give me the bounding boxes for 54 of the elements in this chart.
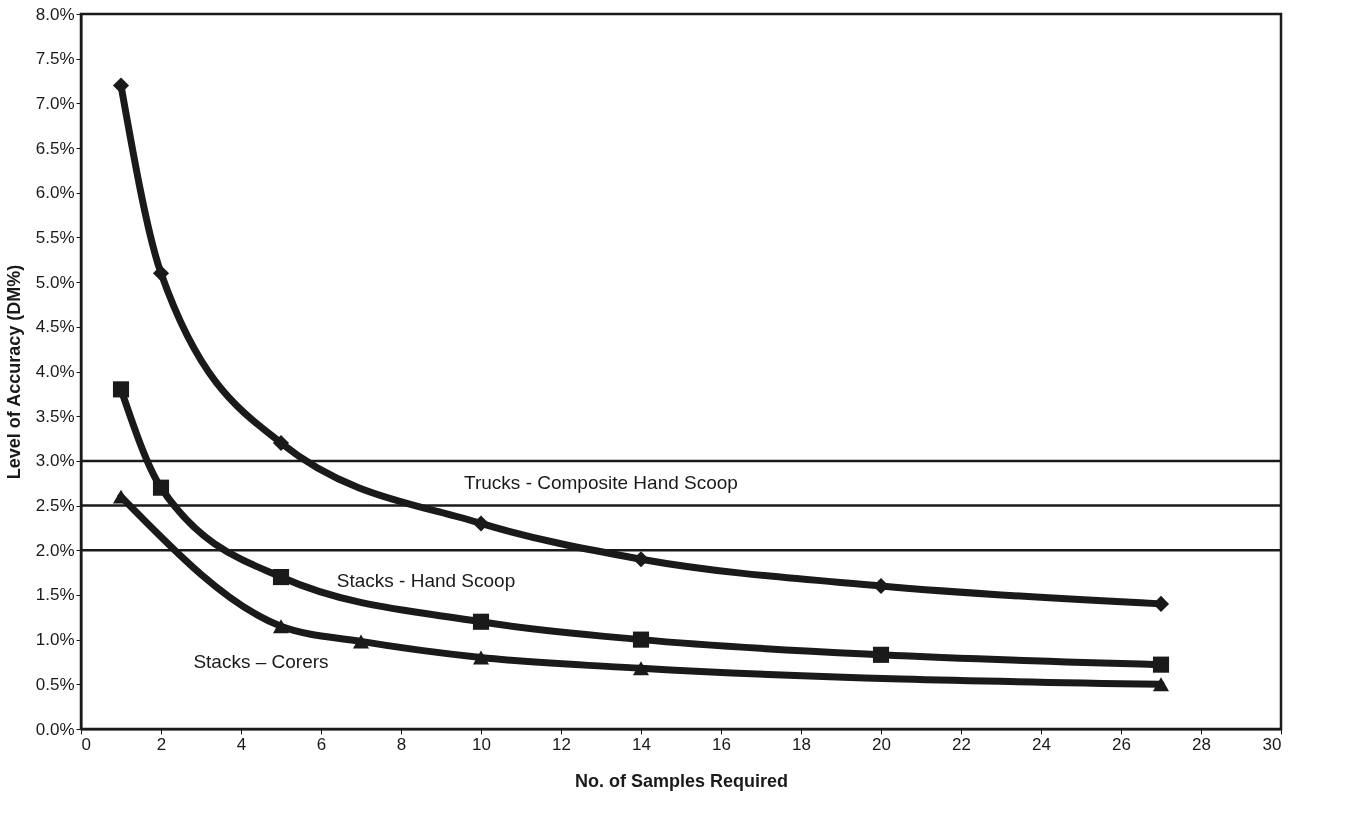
x-tick-label: 24 — [1032, 734, 1051, 754]
series-label: Trucks - Composite Hand Scoop — [464, 472, 738, 494]
x-tick-label: 0 — [81, 734, 91, 754]
x-tick-label: 2 — [156, 734, 167, 754]
y-tick-label: 3.5% — [35, 406, 75, 426]
y-tick-label: 2.0% — [35, 540, 75, 560]
x-tick-label: 20 — [872, 734, 891, 754]
x-tick-label: 10 — [472, 734, 491, 754]
point — [112, 381, 130, 398]
y-tick-label: 0.5% — [35, 674, 75, 694]
y-tick-label: 5.0% — [35, 272, 75, 292]
y-tick-label: 7.5% — [35, 49, 75, 69]
point — [152, 479, 170, 496]
point — [472, 613, 490, 630]
point — [472, 650, 490, 665]
x-tick-label: 22 — [952, 734, 971, 754]
series-label: Stacks - Hand Scoop — [336, 570, 516, 592]
y-tick-label: 4.0% — [35, 362, 75, 381]
y-tick-label: 3.0% — [35, 451, 75, 471]
x-tick-label: 6 — [316, 734, 327, 754]
point — [272, 619, 290, 634]
y-axis-title: Level of Accuracy (DM%) — [3, 264, 24, 480]
x-tick-label: 14 — [632, 734, 651, 754]
point — [352, 634, 370, 649]
x-axis-title: No. of Samples Required — [574, 770, 789, 791]
x-tick-label: 16 — [712, 734, 731, 754]
series-label: Stacks – Corers — [193, 651, 329, 673]
y-tick-label: 0.0% — [35, 719, 75, 739]
point — [1152, 677, 1170, 692]
x-tick-label: 18 — [792, 734, 811, 754]
point — [112, 77, 130, 94]
x-tick-label: 12 — [552, 734, 571, 754]
x-tick-label: 28 — [1192, 734, 1211, 754]
x-tick-label: 4 — [236, 734, 247, 754]
y-tick-label: 7.0% — [35, 93, 75, 113]
y-tick-label: 4.5% — [35, 317, 75, 337]
point — [272, 434, 290, 452]
point — [1152, 656, 1170, 673]
point — [632, 661, 650, 676]
y-tick-label: 1.5% — [35, 585, 75, 605]
y-tick-label: 5.5% — [35, 227, 75, 247]
x-tick-label: 30 — [1262, 734, 1282, 754]
point — [152, 265, 170, 282]
x-tick-label: 8 — [396, 734, 407, 754]
y-tick-label: 2.5% — [35, 496, 75, 516]
point — [872, 646, 890, 663]
point — [472, 515, 490, 532]
point — [272, 569, 290, 586]
y-tick-label: 6.0% — [35, 183, 75, 203]
y-tick-label: 6.5% — [35, 138, 75, 158]
y-tick-label: 1.0% — [35, 630, 75, 650]
point — [632, 631, 650, 648]
y-tick-label: 8.0% — [35, 4, 75, 24]
x-tick-label: 26 — [1112, 734, 1131, 754]
